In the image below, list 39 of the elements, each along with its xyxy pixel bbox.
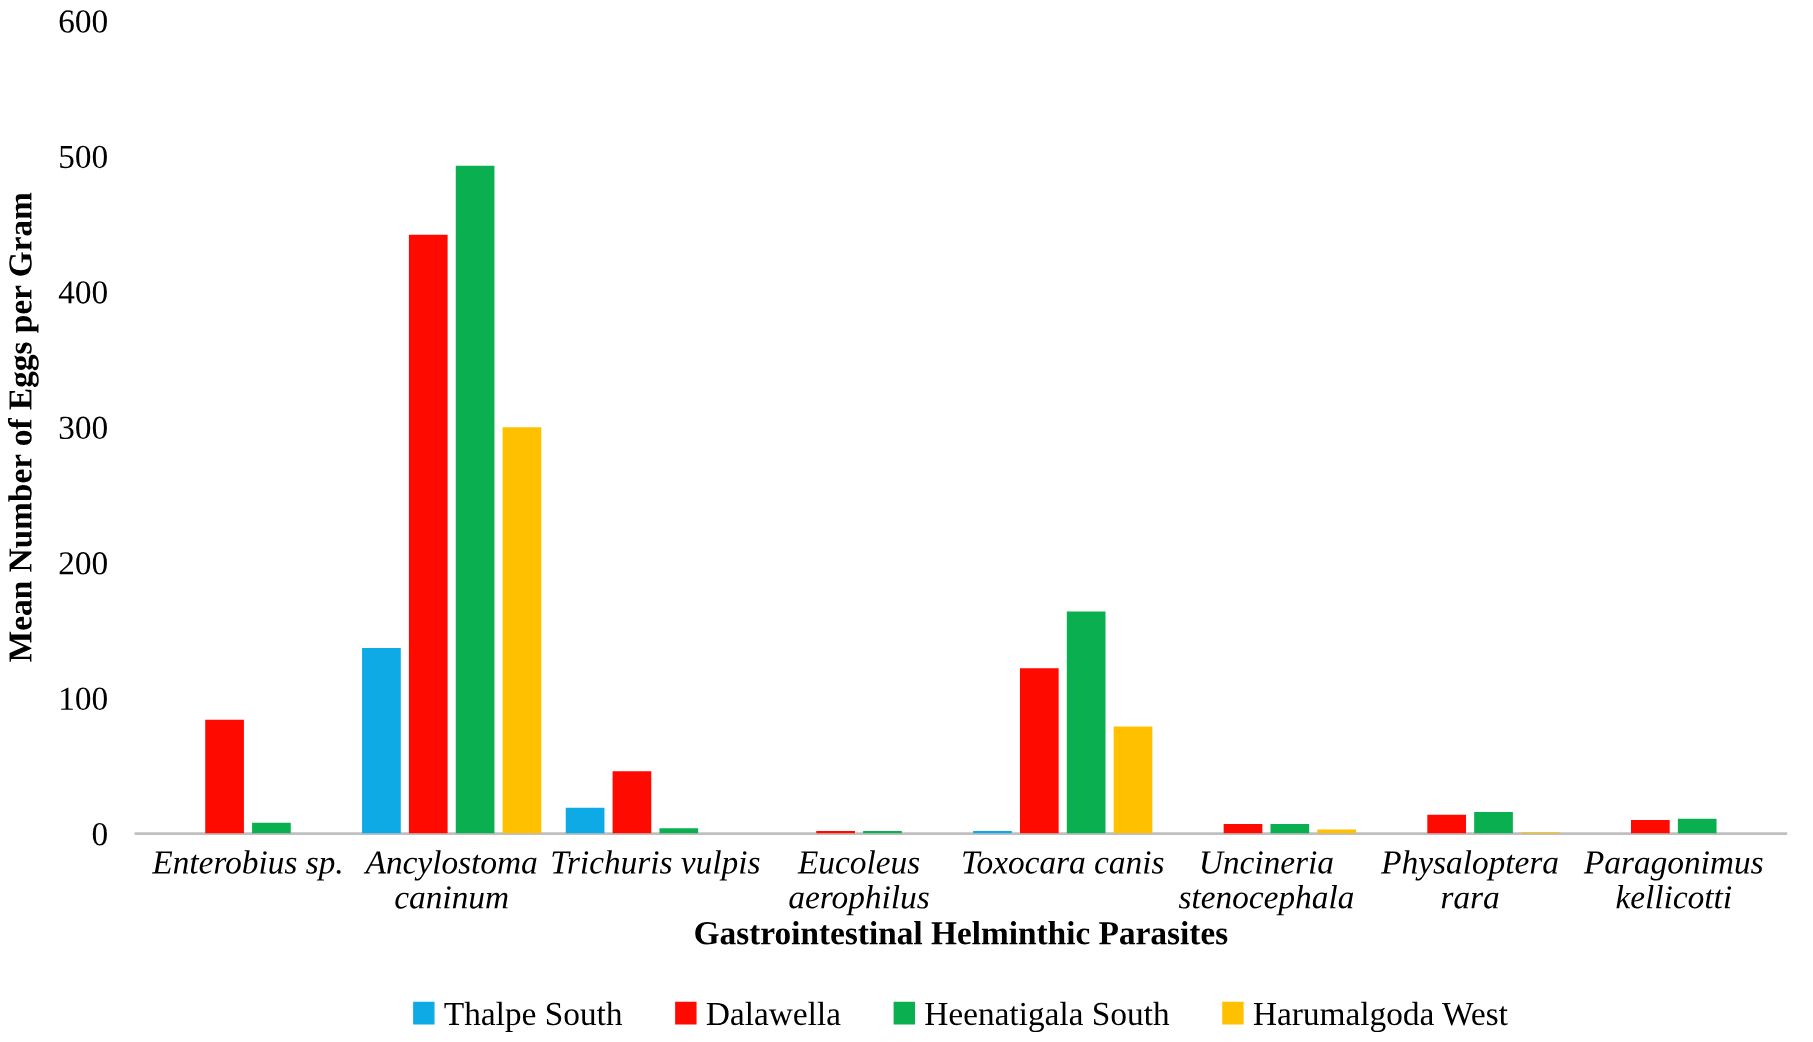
y-tick-label: 200 bbox=[59, 552, 107, 575]
bar bbox=[1427, 814, 1467, 834]
bar bbox=[1631, 820, 1670, 834]
legend-label: Dalawella bbox=[706, 1001, 841, 1026]
y-axis-title: Mean Number of Eggs per Gram bbox=[7, 192, 39, 662]
legend-label: Heenatigala South bbox=[925, 1001, 1170, 1033]
bar bbox=[1066, 611, 1106, 834]
bar bbox=[502, 427, 542, 834]
bar bbox=[612, 771, 652, 834]
legend-label: Harumalgoda West bbox=[1253, 1001, 1508, 1033]
legend-label: Thalpe South bbox=[444, 1001, 623, 1032]
bar bbox=[1223, 824, 1263, 834]
x-tick-label: Uncineria stenocephala bbox=[1178, 851, 1354, 916]
bar bbox=[455, 165, 495, 834]
bar bbox=[1113, 726, 1153, 834]
x-tick-label: Toxocara canis bbox=[963, 851, 1164, 874]
x-tick-label: Enterobius sp. bbox=[151, 850, 341, 881]
y-tick-label: 100 bbox=[61, 687, 107, 711]
x-tick-label: Eucoleus aerophilus bbox=[789, 850, 929, 916]
bar bbox=[362, 648, 401, 834]
x-tick-label: Trichuris vulpis bbox=[552, 850, 760, 881]
bar bbox=[659, 828, 699, 834]
bar bbox=[565, 807, 605, 834]
x-axis-title: Gastrointestinal Helminthic Parasites bbox=[695, 921, 1228, 945]
bar bbox=[252, 822, 291, 834]
y-tick-label: 600 bbox=[59, 10, 107, 33]
y-tick-label: 0 bbox=[92, 823, 107, 846]
y-tick-label: 400 bbox=[58, 281, 107, 304]
bar bbox=[1019, 668, 1059, 834]
x-tick-label: Ancylostoma caninum bbox=[363, 850, 537, 909]
bar bbox=[1270, 824, 1310, 834]
x-tick-label: Physaloptera rara bbox=[1381, 850, 1558, 909]
y-tick-label: 300 bbox=[59, 416, 107, 440]
bar bbox=[205, 719, 244, 834]
y-tick-label: 500 bbox=[60, 145, 107, 169]
bar bbox=[1474, 811, 1513, 834]
bar bbox=[408, 234, 448, 834]
x-tick-label: Paragonimus kellicotti bbox=[1583, 851, 1763, 909]
bar bbox=[1677, 818, 1717, 834]
